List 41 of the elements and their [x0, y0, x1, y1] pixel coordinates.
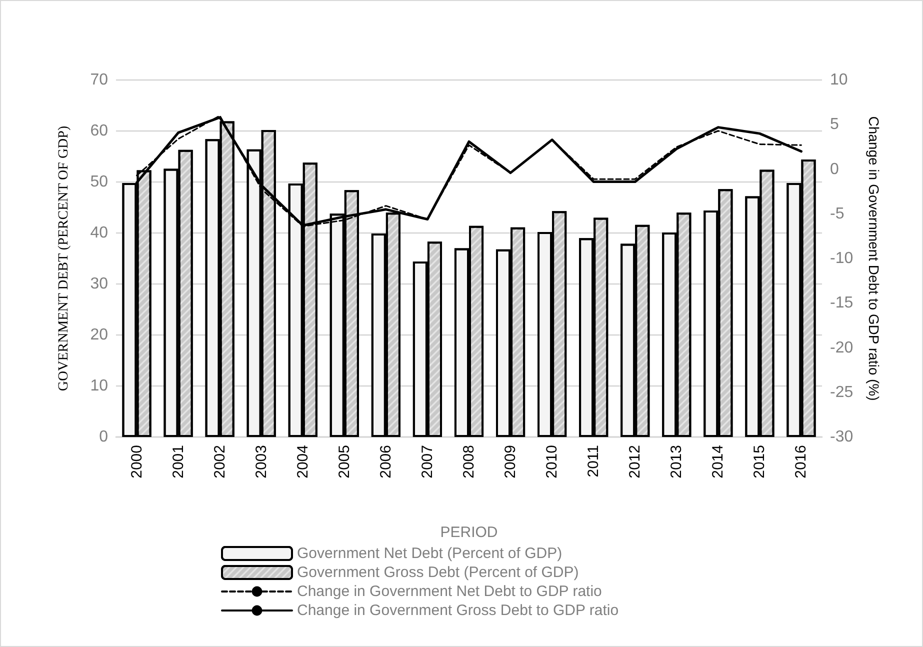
x-tick-label: 2000	[128, 445, 146, 478]
y-tick-label: 0	[99, 428, 108, 446]
y-tick-label: 10	[90, 378, 108, 394]
y-tick-label: 70	[90, 72, 108, 88]
y-tick-label: 50	[90, 174, 108, 190]
x-axis-title: PERIOD	[440, 524, 498, 541]
y-axis-title: GOVERNMENT DEBT (PERCENT OF GDP)	[56, 126, 72, 392]
y2-tick-label: -30	[830, 428, 854, 446]
x-tick-label: 2012	[626, 445, 644, 478]
legend-label: Government Net Debt (Percent of GDP)	[297, 545, 562, 562]
x-tick-label: 2015	[751, 445, 768, 478]
x-tick-label: 2009	[502, 445, 520, 478]
y2-tick-label: 10	[830, 72, 848, 88]
y-tick-label: 40	[90, 224, 108, 242]
legend-label: Government Gross Debt (Percent of GDP)	[297, 564, 579, 581]
y-tick-label: 30	[90, 276, 108, 292]
x-tick-label: 2013	[668, 445, 686, 478]
y2-tick-label: -10	[830, 250, 854, 267]
x-tick-label: 2014	[710, 445, 727, 478]
legend-label: Change in Government Net Debt to GDP ratio	[297, 583, 602, 600]
legend-label: Change in Government Gross Debt to GDP ratio	[297, 602, 619, 619]
x-tick-label: 2002	[211, 445, 228, 478]
y2-tick-label: -20	[830, 339, 854, 356]
y2-axis-title: Change in Government Debt to GDP ratio (%)	[866, 116, 882, 401]
y2-tick-label: -15	[830, 294, 854, 312]
x-tick-label: 2006	[377, 445, 394, 478]
y2-tick-label: 5	[830, 116, 839, 134]
x-tick-label: 2005	[336, 445, 353, 478]
x-tick-label: 2003	[252, 445, 270, 478]
x-tick-label: 2011	[585, 445, 602, 478]
x-tick-label: 2016	[792, 445, 810, 478]
y2-tick-label: -5	[830, 205, 844, 222]
y2-tick-label: 0	[830, 160, 839, 178]
y-tick-label: 20	[90, 326, 108, 344]
x-tick-label: 2001	[170, 445, 187, 478]
y2-tick-label: -25	[830, 384, 854, 401]
x-tick-label: 2004	[294, 445, 312, 478]
x-tick-label: 2010	[544, 445, 561, 478]
x-tick-label: 2008	[460, 445, 478, 478]
y-tick-label: 60	[90, 122, 108, 140]
x-tick-label: 2007	[418, 445, 436, 478]
